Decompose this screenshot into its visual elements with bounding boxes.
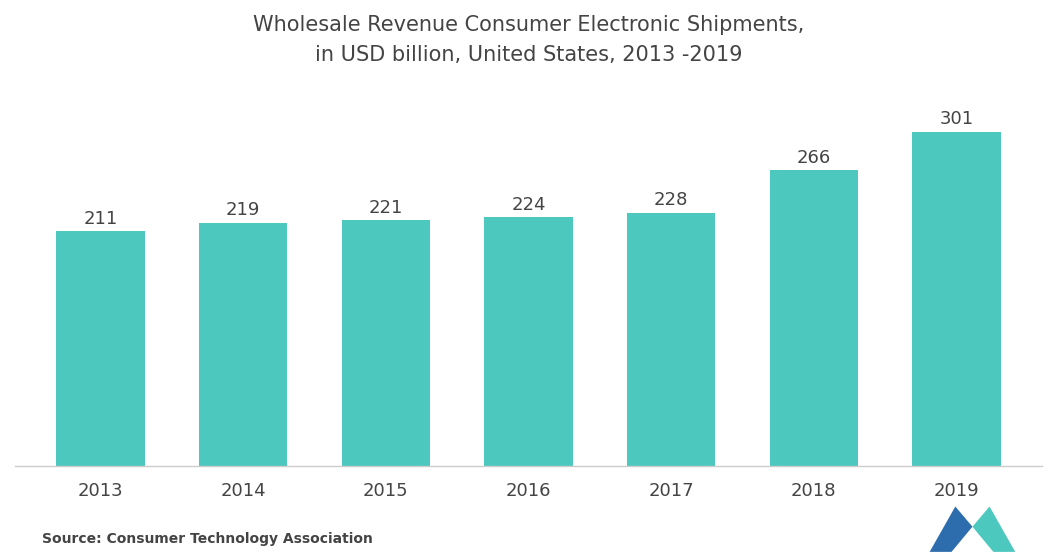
Bar	[56, 231, 145, 465]
Bar	[912, 132, 1001, 465]
Polygon shape	[930, 506, 972, 552]
Text: 211: 211	[84, 210, 117, 228]
Bar	[627, 213, 716, 465]
Bar	[341, 221, 430, 465]
Text: 221: 221	[369, 199, 403, 217]
Text: 301: 301	[940, 110, 973, 128]
Bar	[484, 217, 573, 465]
Text: Source: Consumer Technology Association: Source: Consumer Technology Association	[42, 532, 373, 546]
Text: 266: 266	[797, 149, 831, 167]
Bar	[769, 170, 858, 465]
Text: 224: 224	[512, 196, 545, 214]
Title: Wholesale Revenue Consumer Electronic Shipments,
in USD billion, United States, : Wholesale Revenue Consumer Electronic Sh…	[253, 15, 804, 64]
Text: 228: 228	[654, 192, 688, 209]
Polygon shape	[972, 506, 1015, 552]
Text: 219: 219	[226, 201, 260, 220]
Bar	[199, 223, 288, 465]
